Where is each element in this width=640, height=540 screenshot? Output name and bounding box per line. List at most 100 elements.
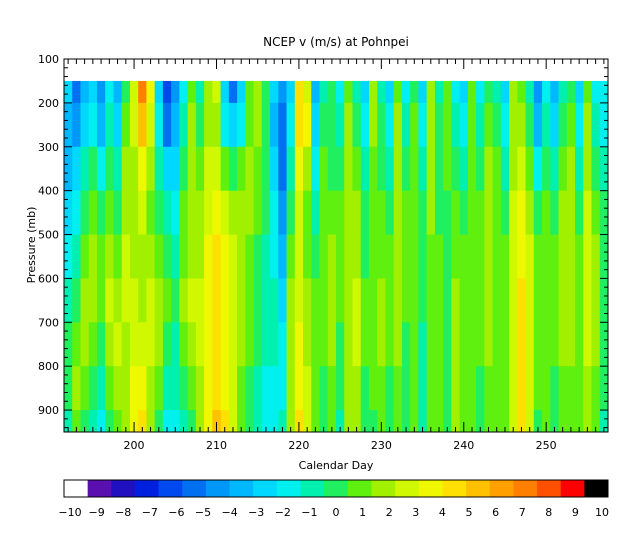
heatmap-cell bbox=[500, 190, 510, 235]
heatmap-cell bbox=[253, 366, 263, 411]
heatmap-cell bbox=[550, 410, 559, 433]
heatmap-cell bbox=[368, 410, 378, 433]
heatmap-cell bbox=[393, 410, 403, 433]
heatmap-cell bbox=[492, 80, 502, 104]
colorbar-tick-label: −10 bbox=[58, 506, 81, 519]
colorbar-tick-labels: −10 −9 −8 −7 −6 −5 −4 −3 −2 −1 0 1 2 3 4 5 6 7 8 9 10 bbox=[58, 506, 609, 519]
heatmap-cell bbox=[88, 102, 98, 148]
heatmap-cell bbox=[451, 146, 461, 192]
heatmap-cell bbox=[212, 80, 221, 104]
heatmap-cell bbox=[575, 190, 584, 235]
heatmap-cell bbox=[129, 146, 139, 192]
heatmap-cell bbox=[360, 102, 370, 148]
heatmap-cell bbox=[401, 80, 411, 104]
heatmap-cell bbox=[220, 80, 230, 104]
heatmap-cell bbox=[179, 80, 189, 104]
heatmap-cell bbox=[566, 80, 576, 104]
heatmap-cell bbox=[204, 278, 213, 323]
heatmap-cell bbox=[195, 190, 205, 235]
heatmap-cell bbox=[72, 278, 81, 323]
heatmap-cell bbox=[385, 190, 395, 235]
heatmap-cell bbox=[484, 366, 493, 411]
heatmap-cell bbox=[113, 322, 123, 367]
heatmap-cell bbox=[344, 80, 353, 104]
heatmap-cell bbox=[542, 322, 551, 367]
heatmap-cell bbox=[138, 322, 147, 367]
heatmap-cell bbox=[426, 278, 436, 323]
heatmap-cell bbox=[591, 410, 601, 433]
heatmap-cell bbox=[599, 102, 609, 148]
heatmap-cell bbox=[278, 80, 287, 104]
heatmap-cell bbox=[113, 102, 123, 148]
heatmap-cell bbox=[278, 102, 287, 148]
heatmap-cell bbox=[583, 234, 592, 279]
heatmap-cell bbox=[96, 278, 106, 323]
heatmap-cell bbox=[344, 190, 353, 235]
heatmap-cell bbox=[443, 410, 452, 433]
heatmap-cell bbox=[96, 366, 106, 411]
heatmap-cell bbox=[327, 102, 337, 148]
heatmap-cell bbox=[105, 190, 114, 235]
x-axis-ticks: 200 210 220 230 240 250 bbox=[67, 59, 605, 452]
colorbar-tick-label: 2 bbox=[386, 506, 393, 519]
heatmap-cell bbox=[88, 366, 98, 411]
heatmap-cell bbox=[368, 146, 378, 192]
heatmap-cell bbox=[459, 146, 469, 192]
colorbar-tick-label: −8 bbox=[115, 506, 131, 519]
heatmap-cell bbox=[237, 366, 246, 411]
heatmap-cell bbox=[179, 278, 189, 323]
heatmap-cell bbox=[443, 80, 452, 104]
heatmap-cell bbox=[484, 146, 493, 192]
heatmap-cell bbox=[129, 234, 139, 279]
heatmap-cell bbox=[278, 322, 287, 367]
heatmap-cell bbox=[212, 278, 221, 323]
heatmap-cell bbox=[360, 190, 370, 235]
heatmap-cell bbox=[72, 410, 81, 433]
heatmap-cell bbox=[80, 234, 90, 279]
heatmap-cell bbox=[434, 190, 444, 235]
heatmap-cell bbox=[204, 190, 213, 235]
heatmap-cell bbox=[517, 410, 526, 433]
heatmap-cell bbox=[525, 190, 535, 235]
heatmap-cell bbox=[138, 80, 147, 104]
heatmap-cell bbox=[336, 146, 345, 192]
heatmap-cell bbox=[360, 278, 370, 323]
heatmap-cell bbox=[245, 322, 254, 367]
heatmap-cell bbox=[121, 102, 131, 148]
heatmap-cell bbox=[96, 410, 106, 433]
colorbar-swatch bbox=[371, 480, 396, 497]
heatmap-cell bbox=[311, 410, 320, 433]
heatmap-cell bbox=[599, 366, 609, 411]
heatmap-cell bbox=[146, 366, 156, 411]
heatmap-cell bbox=[426, 102, 436, 148]
heatmap-cell bbox=[434, 80, 444, 104]
heatmap-cell bbox=[451, 80, 461, 104]
heatmap-cell bbox=[311, 190, 320, 235]
colorbar-swatch bbox=[182, 480, 207, 497]
heatmap-cell bbox=[517, 278, 526, 323]
heatmap-cell bbox=[443, 234, 452, 279]
heatmap-cell bbox=[187, 366, 197, 411]
y-tick-label: 100 bbox=[38, 53, 59, 66]
heatmap-cell bbox=[558, 366, 568, 411]
heatmap-cell bbox=[352, 278, 362, 323]
heatmap-cell bbox=[434, 102, 444, 148]
heatmap-cell bbox=[286, 146, 296, 192]
heatmap-cell bbox=[525, 366, 535, 411]
heatmap-cell bbox=[525, 146, 535, 192]
heatmap-cell bbox=[492, 410, 502, 433]
heatmap-cell bbox=[583, 146, 592, 192]
heatmap-cell bbox=[270, 366, 279, 411]
heatmap-cell bbox=[162, 102, 172, 148]
heatmap-cell bbox=[550, 322, 559, 367]
heatmap-cell bbox=[377, 366, 386, 411]
heatmap-cell bbox=[220, 146, 230, 192]
colorbar-swatch bbox=[276, 480, 301, 497]
heatmap-cell bbox=[484, 234, 493, 279]
heatmap-cell bbox=[319, 322, 329, 367]
colorbar-swatch bbox=[442, 480, 467, 497]
heatmap-cell bbox=[418, 322, 428, 367]
heatmap-cell bbox=[64, 278, 73, 323]
heatmap-cell bbox=[525, 234, 535, 279]
heatmap-cell bbox=[187, 234, 197, 279]
